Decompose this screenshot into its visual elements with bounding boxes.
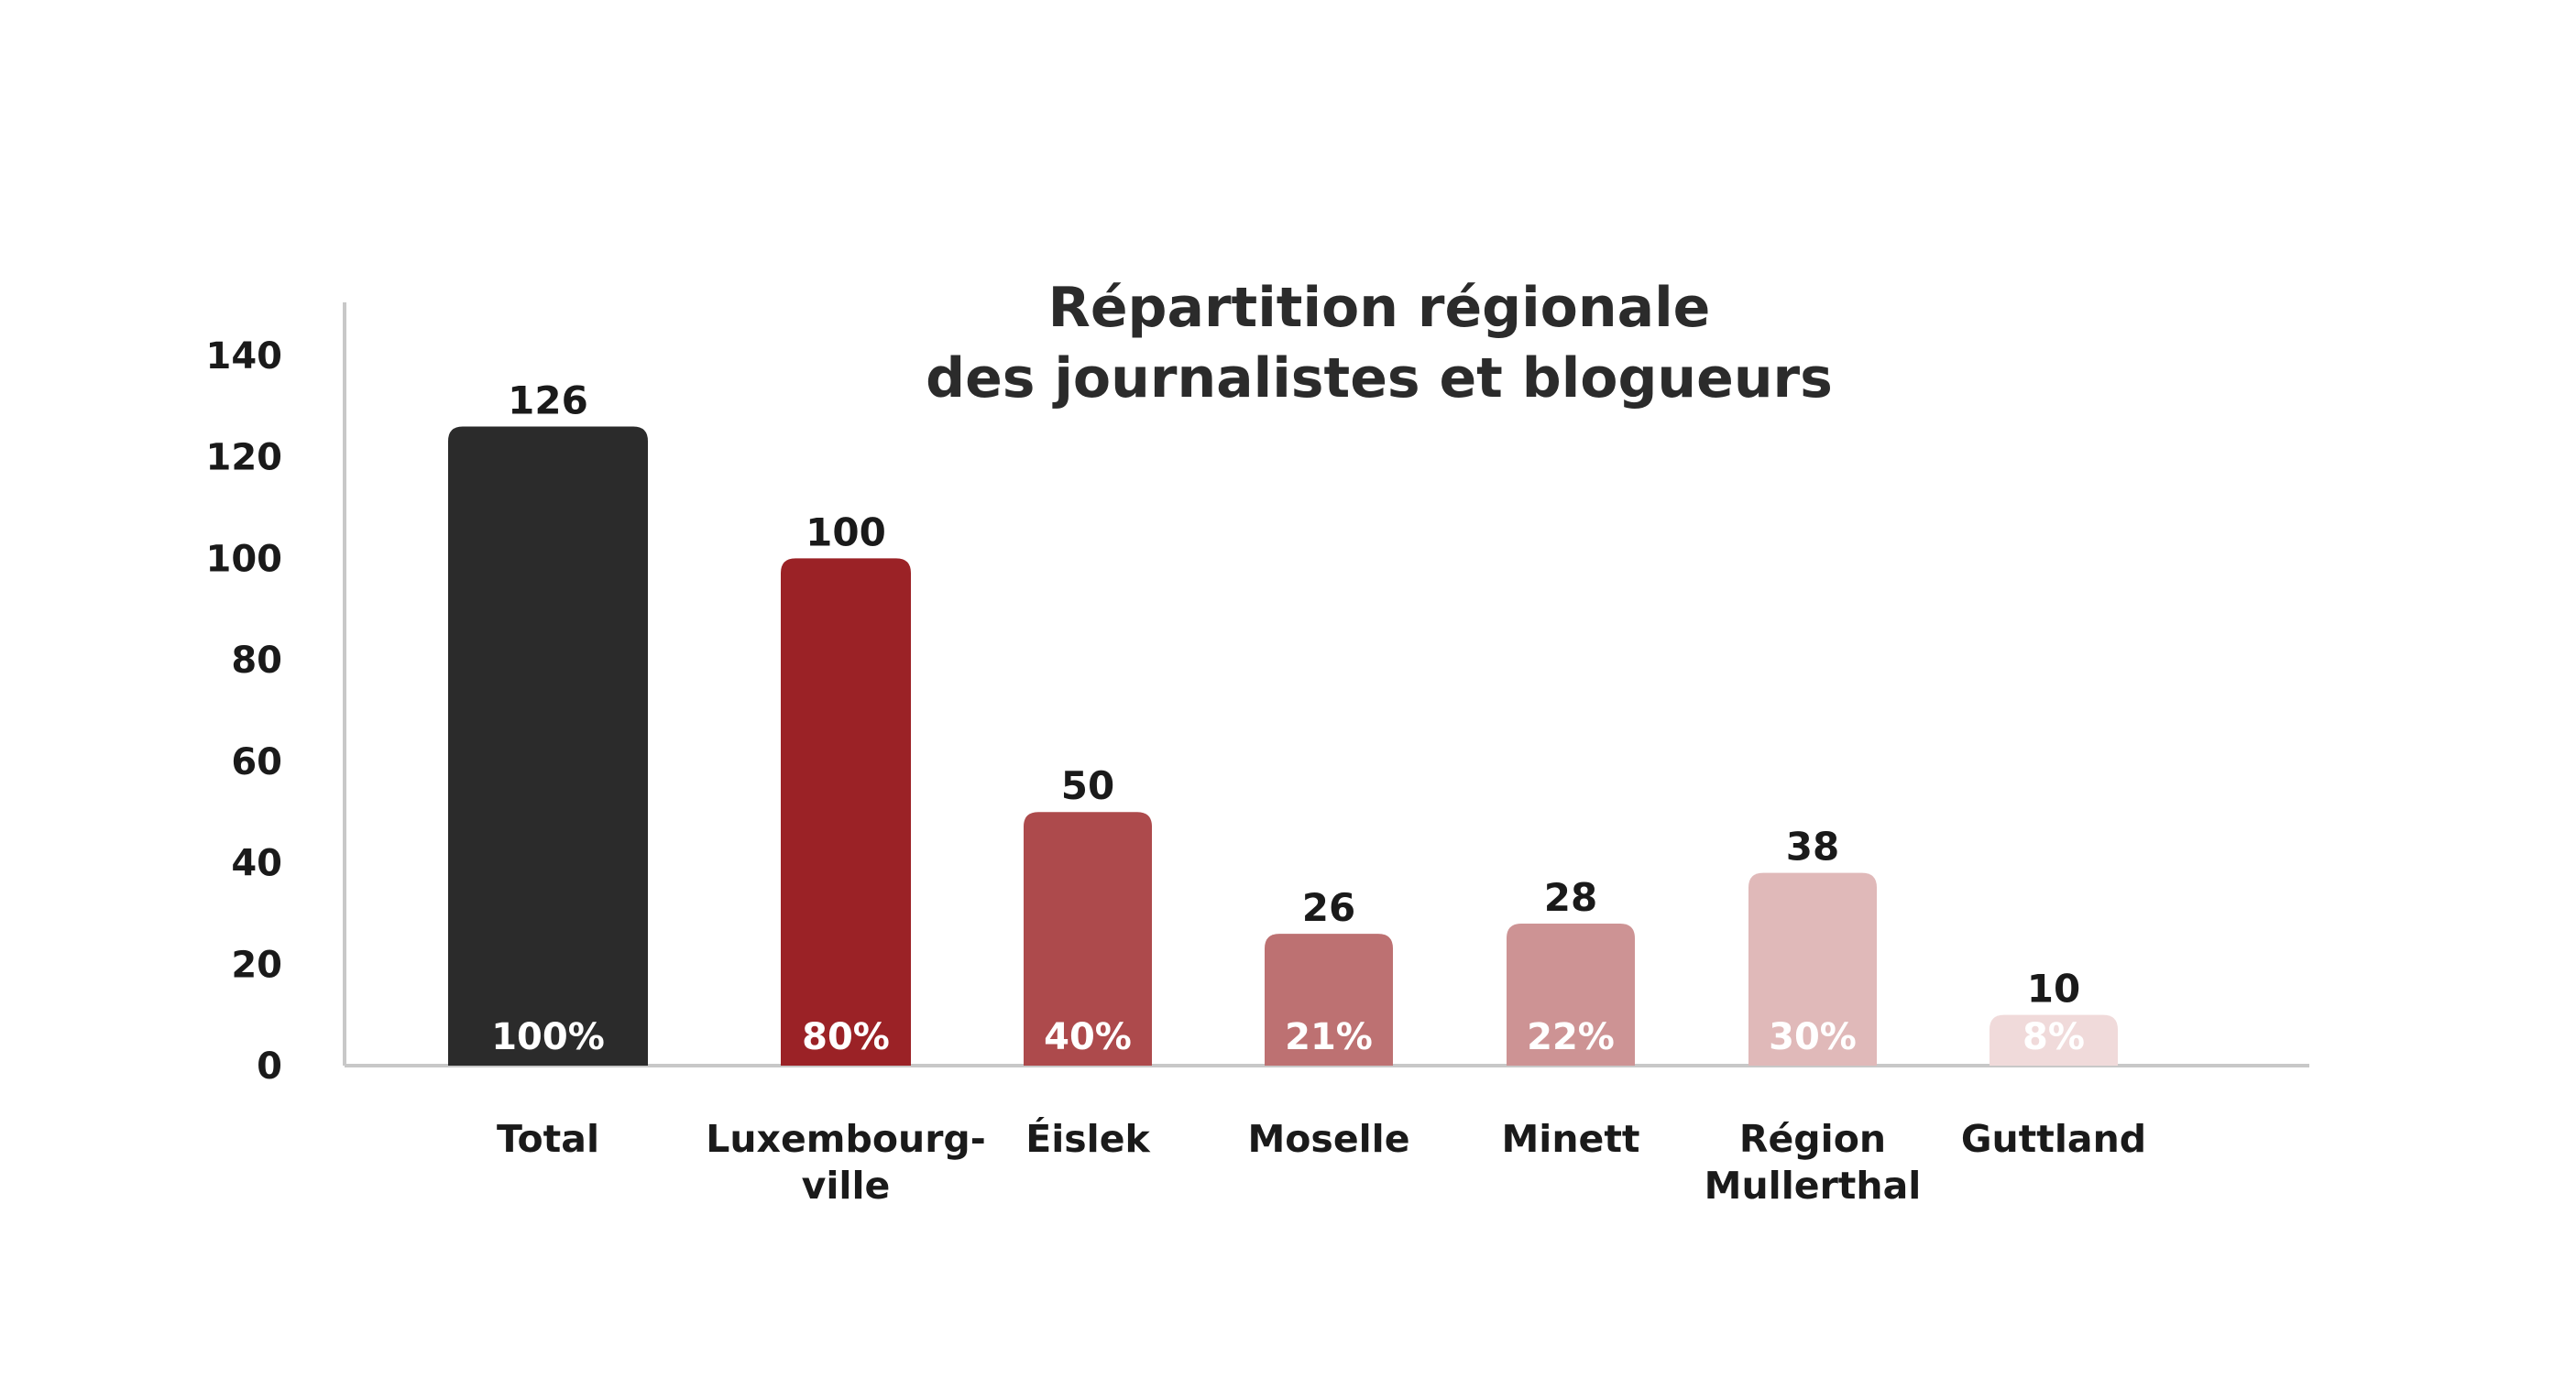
category-label: Minett <box>1501 1117 1639 1161</box>
bar <box>1265 934 1393 1066</box>
y-tick-labels: 0 20 40 60 80 100 120 140 <box>206 335 283 1088</box>
chart-title-line-1: Répartition régionale <box>1048 276 1711 340</box>
y-tick-label: 100 <box>206 538 283 580</box>
bar-percent-label: 80% <box>802 1016 890 1058</box>
bar <box>1748 872 1877 1066</box>
bar-percent-label: 22% <box>1527 1016 1615 1058</box>
bar-percent-label: 30% <box>1769 1016 1857 1058</box>
bar-value-label: 26 <box>1302 885 1355 930</box>
value-labels: 126 100 50 26 28 38 10 <box>508 378 2080 1012</box>
percent-labels: 100% 80% 40% 21% 22% 30% 8% <box>491 1016 2085 1058</box>
category-label: Éislek <box>1025 1117 1151 1161</box>
chart-title: Répartition régionale des journalistes e… <box>926 276 1833 410</box>
bar-value-label: 28 <box>1544 875 1597 920</box>
y-tick-label: 140 <box>206 335 283 378</box>
bar-percent-label: 21% <box>1285 1016 1373 1058</box>
category-label: Guttland <box>1961 1117 2146 1161</box>
bar <box>1507 924 1635 1066</box>
bar-percent-label: 100% <box>491 1016 605 1058</box>
bars <box>448 426 2118 1066</box>
category-label: Région Mullerthal <box>1705 1117 1922 1208</box>
bar <box>448 426 648 1066</box>
y-tick-label: 60 <box>231 741 282 783</box>
bar-percent-label: 40% <box>1044 1016 1132 1058</box>
bar-value-label: 10 <box>2027 967 2080 1012</box>
bar-value-label: 100 <box>806 509 886 554</box>
category-label: Moselle <box>1247 1117 1409 1161</box>
category-labels: Total Luxembourg-ville Éislek Moselle Minett… <box>497 1117 2146 1208</box>
y-tick-label: 120 <box>206 437 283 479</box>
y-tick-label: 0 <box>257 1045 282 1088</box>
bar <box>1990 1014 2118 1066</box>
y-tick-label: 40 <box>231 843 282 885</box>
bar-value-label: 50 <box>1061 763 1114 808</box>
bar <box>1024 812 1152 1066</box>
category-label: Luxembourg-ville <box>706 1117 986 1208</box>
bar <box>781 558 911 1066</box>
bar-percent-label: 8% <box>2022 1016 2085 1058</box>
category-label: Total <box>497 1117 599 1161</box>
bar-value-label: 38 <box>1786 825 1839 870</box>
y-tick-label: 80 <box>231 640 282 682</box>
y-tick-label: 20 <box>231 944 282 986</box>
bar-value-label: 126 <box>508 378 588 423</box>
chart-title-line-2: des journalistes et blogueurs <box>926 346 1833 410</box>
